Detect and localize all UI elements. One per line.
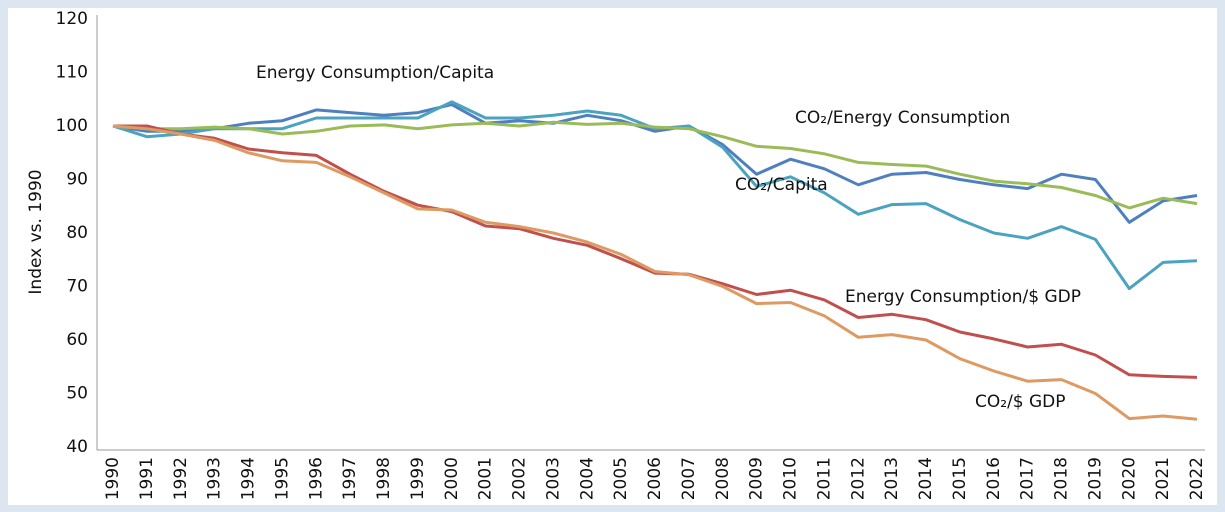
y-tick-label: 70 (66, 277, 88, 297)
y-tick-label: 50 (66, 384, 88, 404)
x-tick-label: 1993 (205, 457, 225, 500)
series-label: CO₂/Energy Consumption (795, 108, 1010, 128)
x-tick-label: 2022 (1187, 457, 1207, 500)
x-tick-label: 2011 (814, 457, 834, 500)
x-tick-label: 1996 (306, 457, 326, 500)
y-tick-label: 40 (66, 437, 88, 457)
x-tick-label: 2014 (916, 457, 936, 500)
x-tick-label: 1991 (137, 457, 157, 500)
x-tick-label: 2008 (713, 457, 733, 500)
series-label: CO₂/Capita (735, 175, 828, 195)
x-tick-label: 2009 (747, 457, 767, 500)
series-label: CO₂/$ GDP (975, 392, 1066, 412)
x-tick-label: 2015 (950, 457, 970, 500)
x-tick-label: 2018 (1052, 457, 1072, 500)
y-tick-label: 120 (56, 9, 88, 29)
series-line (113, 124, 1198, 379)
x-tick-label: 2016 (984, 457, 1004, 500)
x-tick-label: 2020 (1119, 457, 1139, 500)
x-tick-label: 2021 (1153, 457, 1173, 500)
x-tick-label: 2001 (476, 457, 496, 500)
series-line (112, 124, 1198, 421)
y-tick-label: 90 (66, 170, 88, 190)
x-tick-label: 1990 (103, 457, 123, 500)
x-tick-label: 2005 (611, 457, 631, 500)
series-line (112, 120, 1198, 210)
x-tick-label: 2002 (510, 457, 530, 500)
x-tick-label: 1997 (340, 457, 360, 500)
series-label: Energy Consumption/Capita (256, 63, 494, 83)
y-tick-label: 80 (66, 223, 88, 243)
x-tick-label: 2004 (577, 457, 597, 500)
x-tick-label: 2000 (442, 457, 462, 500)
x-tick-label: 2003 (543, 457, 563, 500)
y-tick-label: 100 (56, 116, 88, 136)
x-tick-label: 2007 (679, 457, 699, 500)
series-label: Energy Consumption/$ GDP (845, 287, 1081, 307)
x-tick-label: 2013 (882, 457, 902, 500)
series-line (112, 100, 1198, 291)
x-tick-label: 1992 (171, 457, 191, 500)
series-line (112, 103, 1198, 224)
y-axis-label: Index vs. 1990 (26, 169, 46, 294)
y-tick-label: 110 (56, 63, 88, 83)
x-tick-label: 2012 (848, 457, 868, 500)
x-tick-label: 2019 (1085, 457, 1105, 500)
x-tick-label: 1994 (239, 457, 259, 500)
x-tick-label: 2006 (645, 457, 665, 500)
x-tick-label: 2017 (1018, 457, 1038, 500)
x-tick-label: 1998 (374, 457, 394, 500)
x-tick-label: 2010 (781, 457, 801, 500)
x-tick-label: 1995 (272, 457, 292, 500)
x-tick-label: 1999 (408, 457, 428, 500)
y-tick-label: 60 (66, 330, 88, 350)
